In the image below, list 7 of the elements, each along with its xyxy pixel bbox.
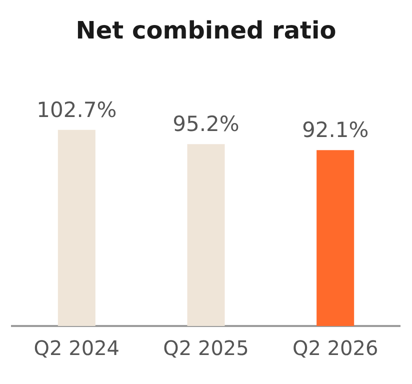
data-label: 95.2%: [172, 112, 240, 136]
data-label: 102.7%: [36, 98, 117, 122]
data-label: 92.1%: [302, 118, 369, 142]
x-tick-label: Q2 2024: [34, 336, 120, 360]
x-tick-label: Q2 2026: [292, 336, 378, 360]
chart-title: Net combined ratio: [76, 16, 336, 45]
x-tick-label: Q2 2025: [163, 336, 249, 360]
